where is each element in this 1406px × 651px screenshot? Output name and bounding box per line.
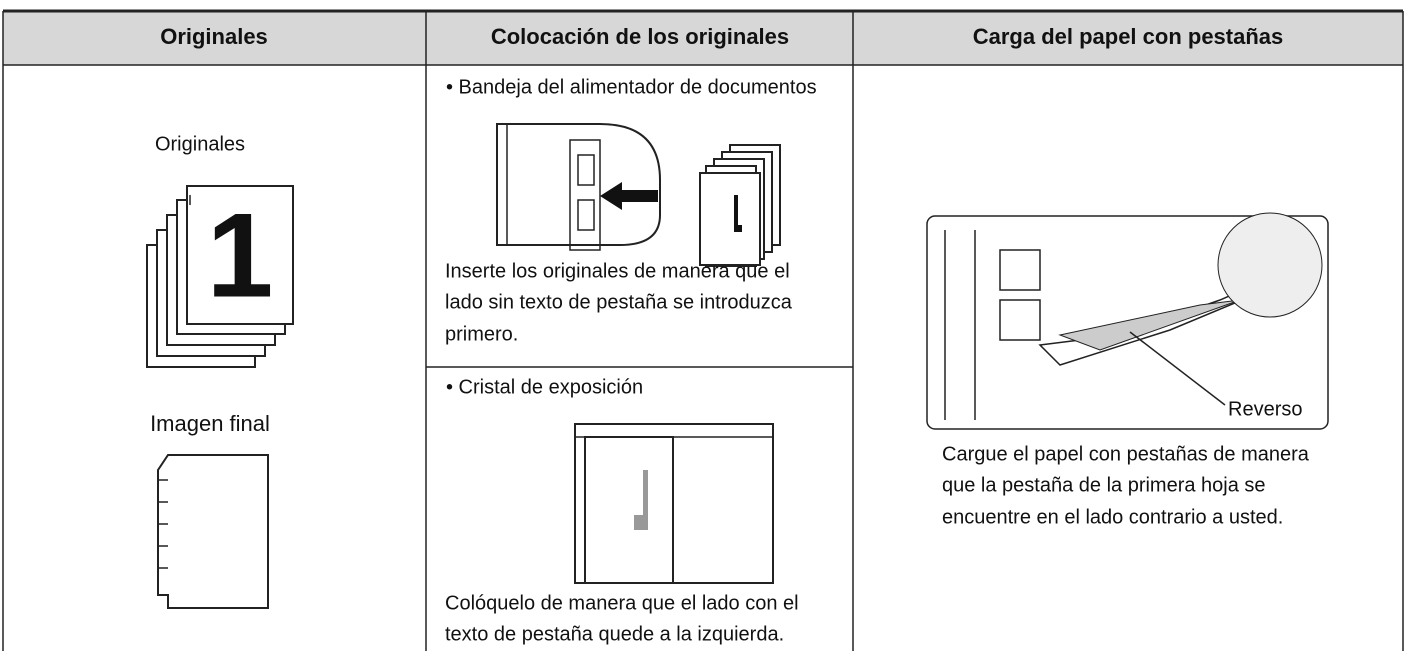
final-illustration (157, 454, 269, 609)
section-heading: • Cristal de exposición (446, 376, 643, 398)
adf-illustration (496, 123, 781, 267)
description: primero. (445, 323, 518, 345)
tray-illustration (926, 212, 1329, 430)
label: Originales (155, 133, 245, 155)
callout: Reverso (1228, 398, 1302, 420)
description: Colóquelo de manera que el lado con el (445, 592, 799, 614)
section-heading: • Bandeja del alimentador de documentos (446, 76, 817, 98)
description: texto de pestaña quede a la izquierda. (445, 623, 784, 645)
header-cell: Carga del papel con pestañas (973, 24, 1284, 49)
header-cell: Originales (160, 24, 268, 49)
label: Imagen final (150, 411, 270, 436)
originals-illustration (146, 185, 294, 368)
page-number: 1 (207, 189, 274, 323)
description: lado sin texto de pestaña se introduzca (445, 291, 793, 313)
description: Cargue el papel con pestañas de manera (942, 443, 1310, 465)
description: Inserte los originales de manera que el (445, 260, 790, 282)
header-bg (3, 11, 1403, 65)
description: encuentre en el lado contrario a usted. (942, 506, 1283, 528)
glass-illustration (574, 423, 774, 584)
header-cell: Colocación de los originales (491, 24, 789, 49)
description: que la pestaña de la primera hoja se (942, 474, 1266, 496)
